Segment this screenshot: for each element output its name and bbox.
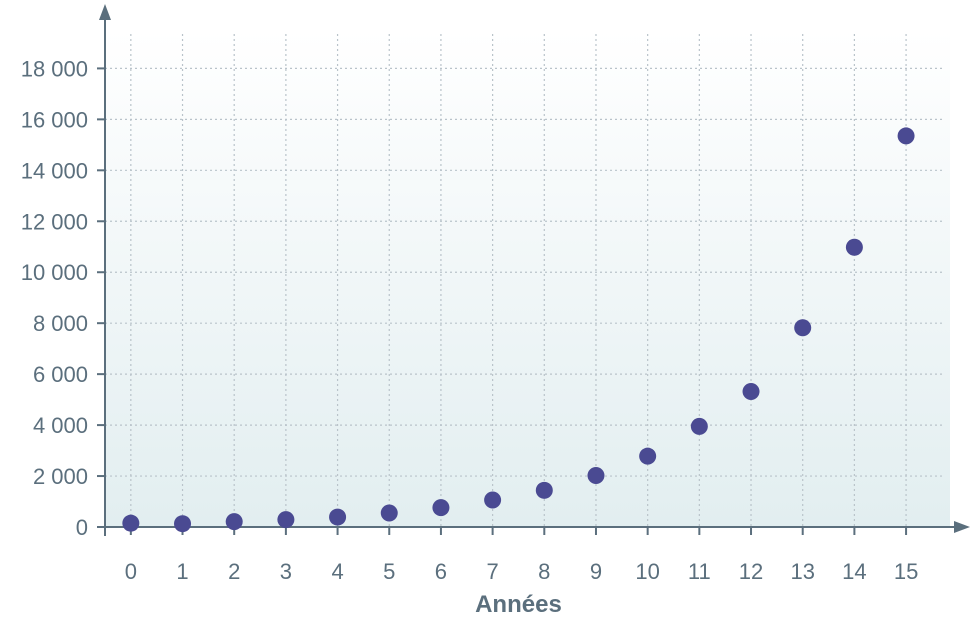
y-tick-label: 18 000 [21,56,88,81]
x-tick-label: 2 [228,559,240,584]
data-point [225,513,243,531]
data-point [742,382,760,400]
x-axis-arrow-icon [954,521,970,533]
data-point [845,238,863,256]
x-tick-label: 0 [125,559,137,584]
y-tick-label: 2 000 [33,464,88,489]
grid [105,34,944,527]
data-point [277,511,295,529]
x-tick-label: 14 [842,559,866,584]
x-tick-label: 8 [538,559,550,584]
y-tick-label: 14 000 [21,158,88,183]
x-axis-ticks: 0 1 2 3 4 5 6 7 8 9 10 11 12 13 14 15 [125,527,918,584]
data-point [432,499,450,517]
x-tick-label: 4 [331,559,343,584]
y-axis-ticks: 0 2 000 4 000 6 000 8 000 10 000 12 000 14 000 1… [21,56,105,540]
x-axis-title: Années [475,591,562,618]
y-tick-label: 6 000 [33,362,88,387]
y-tick-label: 12 000 [21,209,88,234]
data-point [535,481,553,499]
data-point [897,127,915,145]
y-tick-label: 10 000 [21,260,88,285]
y-tick-label: 8 000 [33,311,88,336]
x-tick-label: 10 [635,559,659,584]
plot-background [105,30,950,527]
x-tick-label: 6 [435,559,447,584]
data-points [122,127,915,533]
y-tick-label: 16 000 [21,107,88,132]
y-axis-arrow-icon [99,4,111,20]
data-point [484,491,502,509]
x-tick-label: 11 [688,559,711,584]
y-tick-label: 4 000 [33,413,88,438]
x-tick-label: 15 [894,559,918,584]
x-tick-label: 12 [739,559,763,584]
data-point [690,417,708,435]
axes [99,4,970,536]
data-point [794,319,812,337]
x-tick-label: 3 [280,559,292,584]
x-tick-label: 1 [176,559,188,584]
data-point [639,447,657,465]
data-point [587,467,605,485]
x-tick-label: 5 [383,559,395,584]
data-point [122,514,140,532]
data-point [174,515,192,533]
x-tick-label: 7 [486,559,498,584]
data-point [380,504,398,522]
x-tick-label: 13 [790,559,814,584]
data-point [329,508,347,526]
y-tick-label: 0 [76,515,88,540]
x-tick-label: 9 [590,559,602,584]
